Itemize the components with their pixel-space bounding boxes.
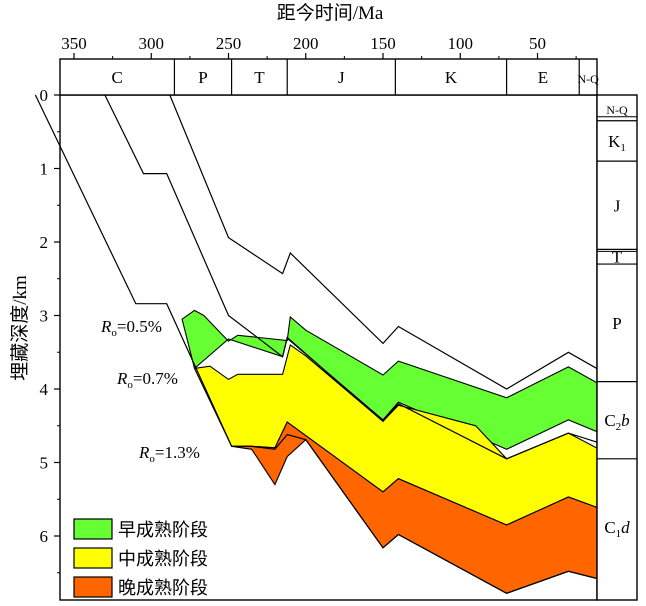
x-tick-label: 250 — [216, 34, 242, 53]
period-label-k: K — [445, 68, 458, 87]
y-tick-label: 2 — [40, 233, 49, 252]
strat-label-c1d: C1d — [604, 518, 630, 540]
ro-annotation-1: Ro=0.5% — [100, 317, 162, 339]
strat-label-j: J — [614, 196, 621, 215]
period-label-t: T — [254, 68, 265, 87]
period-label-p: P — [198, 68, 207, 87]
ro-annotation-2: Ro=0.7% — [116, 369, 178, 391]
y-tick-label: 3 — [40, 307, 49, 326]
strat-label-n-q: N-Q — [606, 103, 628, 117]
y-tick-label: 6 — [40, 527, 49, 546]
burial-line-2 — [104, 94, 615, 460]
strat-label-k1: K1 — [608, 132, 626, 154]
x-tick-label: 50 — [529, 34, 546, 53]
period-label-e: E — [538, 68, 548, 87]
x-tick-label: 300 — [139, 34, 165, 53]
strat-label-t: T — [612, 248, 623, 267]
burial-line-3 — [169, 94, 616, 390]
burial-lines — [34, 94, 616, 594]
strat-label-p: P — [612, 314, 621, 333]
stratigraphic-column: N-Q K1 J T P C2b C1d — [596, 94, 638, 601]
ro-annotation-3: Ro=1.3% — [138, 443, 200, 465]
period-label-nq: N-Q — [577, 72, 599, 86]
period-label-c: C — [112, 68, 123, 87]
strat-label-c2b: C2b — [604, 411, 629, 433]
y-tick-label: 4 — [40, 380, 49, 399]
y-tick-label: 0 — [40, 86, 49, 105]
y-tick-label: 1 — [40, 160, 49, 179]
burial-line-1 — [34, 94, 615, 594]
legend-swatch-3 — [73, 576, 113, 598]
x-axis-label: 距今时间/Ma — [277, 2, 384, 24]
period-bar: C P T J K E N-Q — [59, 58, 599, 96]
x-tick-label: 150 — [370, 34, 396, 53]
legend-label-1: 早成熟阶段 — [118, 520, 208, 541]
x-tick-label: 350 — [61, 34, 87, 53]
legend-label-3: 晚成熟阶段 — [118, 578, 208, 599]
ro-annotations: Ro=0.5% Ro=0.7% Ro=1.3% — [100, 317, 200, 465]
legend-label-2: 中成熟阶段 — [118, 549, 208, 570]
x-tick-label: 200 — [293, 34, 319, 53]
period-bar-box — [59, 58, 598, 96]
y-axis-label: 埋藏深度/km — [9, 275, 31, 381]
y-tick-label: 5 — [40, 454, 49, 473]
strat-column-box — [596, 94, 638, 601]
period-label-j: J — [338, 68, 345, 87]
legend-swatch-2 — [73, 547, 113, 569]
maturity-zones — [181, 309, 616, 594]
legend-swatch-1 — [73, 518, 113, 540]
axes: 350 300 250 200 150 100 50 0 1 2 3 4 5 6 — [40, 34, 577, 574]
x-tick-label: 100 — [448, 34, 474, 53]
